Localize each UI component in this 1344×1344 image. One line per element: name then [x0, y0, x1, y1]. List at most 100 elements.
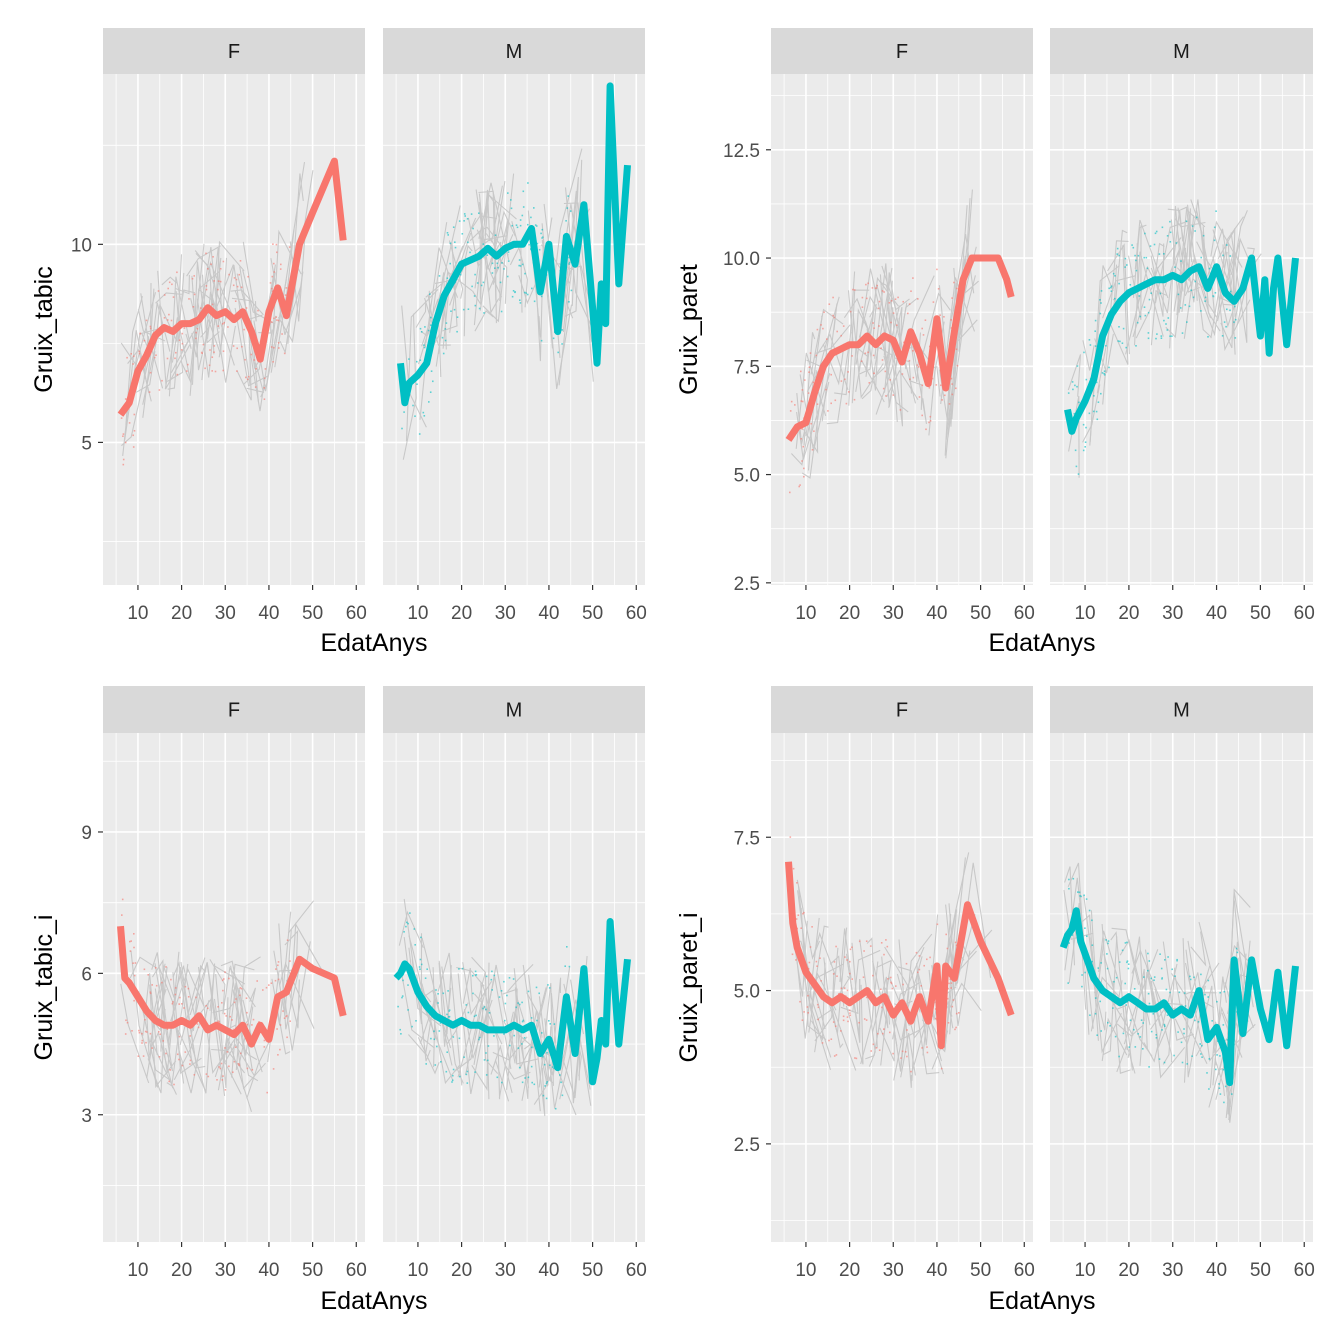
observation-point — [1143, 306, 1146, 308]
observation-point — [524, 1077, 526, 1079]
observation-point — [162, 1040, 164, 1042]
observation-point — [834, 399, 837, 402]
observation-point — [817, 1018, 819, 1021]
observation-point — [247, 275, 249, 278]
trajectory-line — [795, 352, 827, 449]
observation-point — [525, 292, 527, 294]
trajectory-line — [416, 974, 431, 1062]
panel-M: M 10 20 30 40 50 60 — [383, 686, 647, 1281]
observation-point — [244, 358, 246, 361]
observation-point — [789, 410, 792, 412]
observation-point — [271, 321, 273, 323]
observation-point — [883, 953, 885, 956]
observation-point — [1160, 967, 1163, 970]
observation-point — [956, 287, 958, 290]
observation-point — [531, 287, 533, 290]
facet-strip — [1050, 28, 1313, 74]
observation-point — [547, 984, 549, 986]
observation-point — [191, 277, 194, 280]
trajectory-line — [191, 261, 204, 385]
trajectory-line — [1214, 1058, 1226, 1097]
observation-point — [871, 287, 874, 289]
observation-point — [1186, 1063, 1188, 1065]
facet-label: M — [1173, 700, 1190, 722]
observation-point — [826, 338, 828, 340]
observation-point — [465, 1004, 468, 1006]
observation-point — [132, 434, 134, 437]
observation-point — [212, 256, 214, 258]
observation-point — [510, 199, 512, 201]
observation-point — [852, 288, 854, 291]
x-tick-label: 50 — [1250, 603, 1271, 624]
observation-point — [951, 383, 953, 385]
observation-point — [540, 339, 543, 342]
observation-point — [800, 438, 802, 440]
observation-point — [1169, 991, 1171, 994]
observation-point — [1161, 1029, 1163, 1031]
observation-point — [521, 1001, 523, 1004]
observation-point — [1215, 210, 1217, 212]
observation-point — [840, 334, 842, 337]
observation-point — [807, 967, 810, 970]
observation-point — [124, 1033, 127, 1035]
trajectory-line — [283, 941, 311, 1051]
observation-point — [944, 394, 946, 397]
x-axis-title: EdatAnys — [988, 629, 1095, 657]
observation-point — [832, 296, 834, 299]
observation-point — [1181, 332, 1184, 334]
observation-point — [1067, 982, 1069, 984]
observation-point — [512, 290, 515, 292]
observation-point — [195, 996, 197, 999]
observation-point — [273, 346, 275, 349]
observation-point — [544, 1085, 546, 1087]
observation-point — [1083, 894, 1085, 897]
observation-point — [437, 993, 439, 995]
observation-point — [955, 1026, 957, 1029]
observation-point — [289, 1020, 291, 1022]
chart-3: F 10 20 30 40 50 60 M 10 20 30 40 50 60 3 6 9 EdatAnys Gru… — [30, 686, 647, 1315]
trajectory-line — [881, 265, 910, 311]
observation-point — [146, 1031, 148, 1033]
observation-point — [511, 295, 514, 298]
observation-point — [234, 1046, 237, 1048]
observation-point — [566, 207, 569, 209]
observation-point — [409, 912, 411, 914]
observation-point — [452, 1036, 455, 1038]
observation-point — [795, 959, 797, 961]
observation-point — [950, 319, 952, 321]
observation-point — [918, 396, 921, 398]
observation-point — [801, 400, 804, 403]
observation-point — [887, 978, 889, 980]
observation-point — [1124, 266, 1126, 268]
observation-point — [1103, 370, 1106, 372]
observation-point — [890, 982, 893, 985]
observation-point — [1153, 979, 1155, 981]
observation-point — [1222, 1024, 1225, 1026]
observation-point — [832, 314, 834, 317]
observation-point — [262, 989, 264, 991]
observation-point — [883, 1028, 885, 1031]
observation-point — [1184, 1005, 1187, 1007]
observation-point — [1108, 287, 1110, 290]
observation-point — [1160, 337, 1163, 339]
observation-point — [863, 950, 865, 952]
observation-point — [472, 974, 474, 977]
observation-point — [531, 1081, 533, 1084]
trajectory-line — [845, 984, 864, 1065]
observation-point — [908, 359, 911, 362]
observation-point — [1078, 401, 1080, 404]
observation-point — [236, 347, 238, 350]
observation-point — [1095, 410, 1098, 413]
y-tick-label: 5.0 — [734, 466, 760, 487]
observation-point — [948, 403, 951, 405]
observation-point — [849, 1014, 852, 1017]
observation-point — [474, 1071, 476, 1073]
observation-point — [946, 997, 949, 1000]
trajectory-line — [149, 963, 166, 1056]
observation-point — [523, 1037, 526, 1039]
x-tick-label: 10 — [127, 1260, 148, 1281]
observation-point — [902, 300, 904, 303]
observation-point — [1218, 1083, 1220, 1085]
observation-point — [872, 974, 874, 977]
trajectory-line — [1144, 949, 1176, 1049]
